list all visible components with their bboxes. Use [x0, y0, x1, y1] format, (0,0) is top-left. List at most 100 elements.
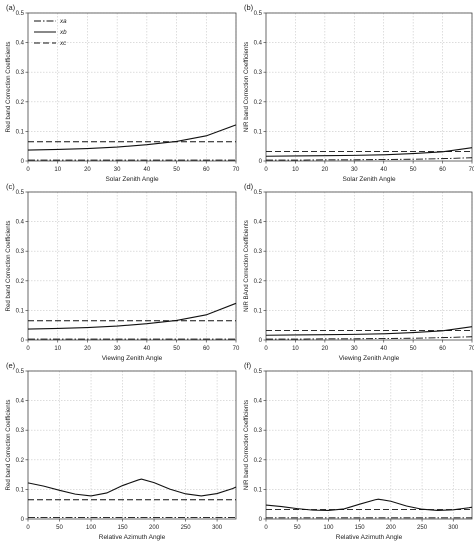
x-tick-label: 50 — [410, 167, 417, 173]
y-axis-title: NIR band Correction Coefficients — [243, 42, 250, 132]
y-tick-label: 0.2 — [254, 100, 263, 106]
x-axis-title: Relative Azimuth Angle — [99, 534, 166, 541]
plot-frame — [27, 12, 237, 162]
x-tick-label: 200 — [149, 525, 160, 531]
y-axis-title: NIR band Correction Coefficients — [243, 400, 250, 490]
x-tick-label: 150 — [118, 525, 129, 531]
x-tick-label: 70 — [469, 346, 474, 352]
x-axis-title: Solar Zenith Angle — [105, 176, 159, 183]
panel-d: 0 10 20 30 40 50 60 70 0 0.1 0.2 0.3 0.4 0.5(d) Viewin… — [243, 182, 474, 362]
x-tick-label: 300 — [212, 525, 223, 531]
x-tick-label: 40 — [144, 167, 151, 173]
y-axis-title: NIR BAnd Correction Coefficients — [243, 220, 250, 312]
y-tick-label: 0 — [21, 517, 25, 523]
x-tick-label: 20 — [84, 346, 91, 352]
panel-e: 0 50 100 150 200 250 300 0 0.1 0.2 0.3 0.4 0.5(e) Rel… — [5, 361, 237, 541]
x-tick-label: 10 — [292, 167, 299, 173]
panel-label: (e) — [6, 361, 16, 370]
x-tick-label: 60 — [439, 167, 446, 173]
x-tick-label: 40 — [144, 346, 151, 352]
series-line-xa — [266, 157, 473, 161]
x-axis-title: Viewing Zenith Angle — [102, 355, 163, 362]
x-tick-label: 20 — [322, 167, 329, 173]
x-axis-title: Viewing Zenith Angle — [339, 355, 400, 362]
y-tick-label: 0.1 — [254, 129, 263, 135]
x-tick-label: 0 — [26, 525, 30, 531]
x-tick-label: 60 — [439, 346, 446, 352]
panel-label: (d) — [244, 182, 254, 191]
plot-frame — [265, 191, 473, 341]
x-tick-label: 30 — [114, 346, 121, 352]
series-line-xa — [266, 336, 473, 340]
y-tick-label: 0.1 — [254, 308, 263, 314]
x-axis-title: Relative Azimuth Angle — [336, 534, 403, 541]
plot-frame — [27, 191, 237, 341]
y-tick-label: 0.2 — [16, 458, 25, 464]
panel-c: 0 10 20 30 40 50 60 70 0 0.1 0.2 0.3 0.4 0.5(c) Viewin… — [5, 182, 240, 362]
y-tick-label: 0 — [21, 159, 25, 165]
x-tick-label: 60 — [203, 167, 210, 173]
y-tick-label: 0 — [259, 338, 263, 344]
y-tick-label: 0.5 — [16, 11, 25, 17]
y-tick-label: 0.1 — [254, 487, 263, 493]
series-line-xb — [27, 478, 237, 497]
y-tick-label: 0 — [259, 517, 263, 523]
panel-label: (f) — [244, 361, 252, 370]
y-tick-label: 0.3 — [254, 70, 263, 76]
y-tick-label: 0.4 — [254, 399, 263, 405]
x-tick-label: 30 — [114, 167, 121, 173]
y-tick-label: 0.3 — [16, 428, 25, 434]
x-tick-label: 0 — [26, 167, 30, 173]
x-tick-label: 0 — [264, 525, 268, 531]
y-tick-label: 0.5 — [16, 190, 25, 196]
y-axis-title: Red band Correction Coefficients — [5, 220, 12, 311]
x-tick-label: 50 — [294, 525, 301, 531]
panel-b: 0 10 20 30 40 50 60 70 0 0.1 0.2 0.3 0.4 0.5(b) Solar … — [243, 3, 474, 183]
x-tick-label: 200 — [386, 525, 397, 531]
series-line-xb — [27, 302, 237, 330]
y-tick-label: 0 — [259, 159, 263, 165]
y-tick-label: 0.4 — [254, 220, 263, 226]
x-tick-label: 150 — [355, 525, 366, 531]
y-tick-label: 0.2 — [254, 279, 263, 285]
x-tick-label: 50 — [173, 167, 180, 173]
legend-label: xc — [59, 40, 67, 47]
x-tick-label: 50 — [173, 346, 180, 352]
y-tick-label: 0.1 — [16, 487, 25, 493]
y-tick-label: 0.3 — [254, 249, 263, 255]
series-line-xb — [265, 326, 473, 336]
legend-label: xa — [59, 18, 67, 25]
plot-frame — [27, 370, 237, 520]
x-tick-label: 0 — [264, 346, 268, 352]
y-tick-label: 0.4 — [16, 220, 25, 226]
y-tick-label: 0.3 — [16, 70, 25, 76]
x-tick-label: 0 — [264, 167, 268, 173]
x-tick-label: 30 — [351, 167, 358, 173]
x-tick-label: 40 — [380, 346, 387, 352]
x-tick-label: 30 — [351, 346, 358, 352]
panel-label: (a) — [6, 3, 16, 12]
x-tick-label: 10 — [54, 167, 61, 173]
x-tick-label: 10 — [292, 346, 299, 352]
x-axis-title: Solar Zenith Angle — [342, 176, 396, 183]
x-tick-label: 40 — [380, 167, 387, 173]
y-tick-label: 0.1 — [16, 308, 25, 314]
panel-label: (b) — [244, 3, 254, 12]
y-tick-label: 0.2 — [254, 458, 263, 464]
y-tick-label: 0.5 — [254, 369, 263, 375]
x-tick-label: 50 — [56, 525, 63, 531]
x-tick-label: 250 — [181, 525, 192, 531]
y-tick-label: 0 — [21, 338, 25, 344]
x-tick-label: 20 — [84, 167, 91, 173]
y-tick-label: 0.5 — [254, 190, 263, 196]
series-line-xb — [265, 147, 473, 157]
plot-frame — [265, 12, 473, 162]
x-tick-label: 100 — [86, 525, 97, 531]
x-tick-label: 70 — [469, 167, 474, 173]
x-tick-label: 300 — [448, 525, 459, 531]
y-tick-label: 0.1 — [16, 129, 25, 135]
y-tick-label: 0.3 — [254, 428, 263, 434]
y-axis-title: Red band Correction Coefficients — [5, 41, 12, 132]
legend: xa xb xc — [34, 18, 67, 47]
